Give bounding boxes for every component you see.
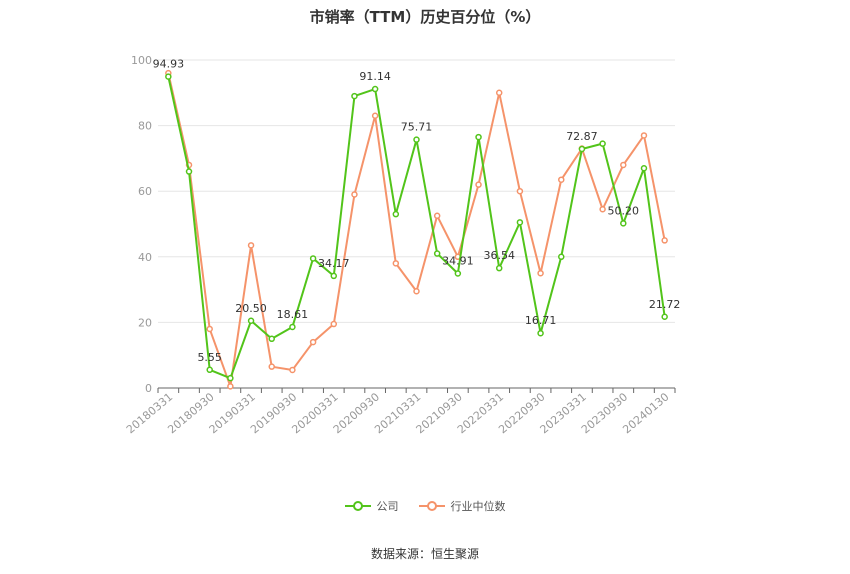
data-point bbox=[475, 133, 482, 141]
legend-item-company[interactable]: 公司 bbox=[344, 498, 399, 514]
data-point bbox=[289, 366, 296, 374]
data-point bbox=[330, 272, 338, 280]
data-point bbox=[227, 374, 234, 382]
data-label: 36.54 bbox=[483, 249, 515, 262]
data-point bbox=[537, 269, 544, 277]
data-point bbox=[640, 132, 648, 139]
data-point bbox=[620, 220, 627, 227]
data-label: 91.14 bbox=[359, 70, 391, 83]
data-label: 18.61 bbox=[277, 308, 309, 321]
data-point bbox=[454, 270, 462, 277]
data-point bbox=[433, 212, 441, 220]
data-label: 72.87 bbox=[566, 130, 598, 143]
data-point bbox=[578, 145, 586, 153]
data-point bbox=[206, 325, 213, 333]
data-label: 34.91 bbox=[442, 254, 474, 267]
data-point bbox=[516, 187, 524, 195]
data-point bbox=[268, 335, 275, 343]
data-point bbox=[289, 323, 296, 331]
data-label: 34.17 bbox=[318, 257, 350, 270]
data-point bbox=[227, 383, 234, 390]
legend-marker-industry-median bbox=[418, 501, 445, 511]
y-tick-label: 60 bbox=[138, 185, 152, 198]
data-point bbox=[661, 237, 668, 244]
data-point bbox=[330, 320, 338, 328]
data-label: 16.71 bbox=[525, 314, 557, 327]
data-label: 50.20 bbox=[608, 204, 640, 217]
data-point bbox=[309, 255, 317, 262]
data-point bbox=[392, 210, 400, 218]
data-point bbox=[371, 112, 379, 120]
data-point bbox=[599, 140, 606, 147]
data-point bbox=[413, 136, 420, 143]
data-point bbox=[247, 317, 255, 325]
data-point bbox=[620, 161, 627, 169]
data-label: 5.55 bbox=[197, 351, 222, 364]
data-point bbox=[516, 219, 524, 226]
data-source: 数据来源：恒生聚源 bbox=[370, 547, 479, 561]
data-label-layer: 94.93 5.55 20.50 18.61 34.17 91.14 75.71 34.91 3… bbox=[153, 58, 681, 364]
data-point bbox=[392, 260, 400, 267]
data-point bbox=[558, 253, 565, 261]
legend: 公司 行业中位数 bbox=[0, 498, 850, 514]
legend-label-company: 公司 bbox=[376, 500, 399, 513]
data-label: 75.71 bbox=[401, 121, 433, 134]
data-point bbox=[268, 363, 275, 370]
data-label: 94.93 bbox=[153, 58, 185, 71]
legend-item-industry-median[interactable]: 行业中位数 bbox=[418, 498, 506, 514]
grid-layer bbox=[158, 59, 675, 323]
chart-title: 市销率（TTM）历史百分位（%） bbox=[309, 8, 541, 26]
y-tick-label: 80 bbox=[138, 120, 152, 133]
data-point bbox=[351, 92, 358, 100]
data-point bbox=[640, 164, 648, 172]
axis-layer: 0204060801002018033120180930201903312019… bbox=[124, 54, 676, 436]
data-point bbox=[433, 250, 441, 257]
data-point bbox=[413, 287, 420, 295]
series-layer bbox=[165, 69, 668, 390]
data-point bbox=[495, 264, 503, 272]
data-label: 20.50 bbox=[235, 302, 267, 315]
data-point bbox=[309, 338, 317, 346]
data-point bbox=[185, 168, 193, 175]
data-point bbox=[351, 191, 358, 198]
data-label: 21.72 bbox=[649, 298, 681, 311]
data-point bbox=[371, 85, 379, 93]
data-point bbox=[537, 329, 544, 337]
legend-label-industry-median: 行业中位数 bbox=[450, 500, 506, 513]
x-tick-label: 20240130 bbox=[620, 390, 671, 436]
legend-marker-company bbox=[344, 501, 371, 511]
data-point bbox=[165, 73, 172, 80]
data-point bbox=[206, 366, 213, 374]
data-point bbox=[599, 205, 606, 213]
data-point bbox=[475, 181, 482, 188]
data-point bbox=[495, 89, 503, 97]
data-point bbox=[661, 313, 668, 321]
data-point bbox=[558, 176, 565, 183]
data-point bbox=[247, 242, 255, 249]
y-tick-label: 0 bbox=[145, 382, 152, 395]
y-tick-label: 20 bbox=[138, 316, 152, 329]
y-tick-label: 40 bbox=[138, 251, 152, 264]
y-tick-label: 100 bbox=[131, 54, 152, 67]
